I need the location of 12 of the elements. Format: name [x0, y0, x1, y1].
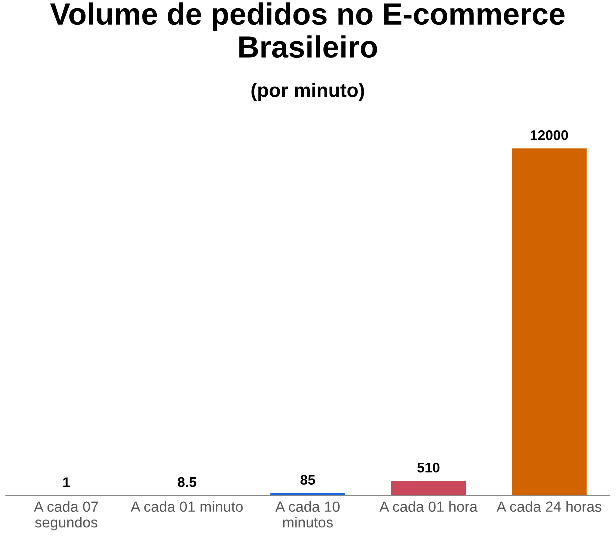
data-label: 85 — [300, 475, 316, 486]
x-tick-label: A cada 24 horas — [496, 501, 602, 512]
data-label: 1 — [64, 478, 70, 488]
x-tick-label: A cada 01 hora — [380, 501, 478, 512]
data-label: 510 — [418, 462, 440, 473]
x-tick-label: A cada 01 minuto — [130, 501, 244, 512]
x-tick-label: A cada 07 segundos — [34, 501, 98, 531]
x-tick-label: A cada 10 minutos — [276, 501, 340, 528]
chart-subtitle: (por minuto) — [252, 83, 364, 102]
data-label: 8.5 — [178, 477, 197, 488]
data-label: 12000 — [531, 130, 568, 140]
chart-title: Volume de pedidos no E-commerce Brasileiro — [50, 2, 565, 58]
